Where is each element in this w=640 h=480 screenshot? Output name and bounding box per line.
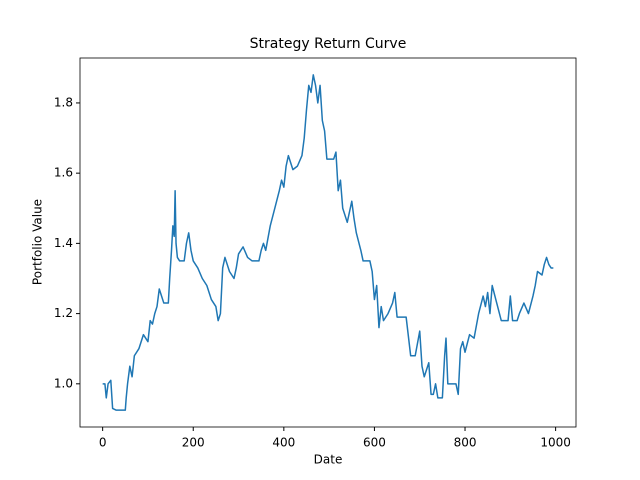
y-tick-label: 1.8 xyxy=(54,95,73,109)
y-tick-label: 1.2 xyxy=(54,306,73,320)
x-tick-label: 200 xyxy=(182,436,205,450)
y-tick-label: 1.6 xyxy=(54,166,73,180)
x-tick-label: 800 xyxy=(454,436,477,450)
chart-title: Strategy Return Curve xyxy=(250,36,407,52)
y-tick-label: 1.0 xyxy=(54,376,73,390)
plot-frame xyxy=(79,57,577,428)
y-axis-label: Portfolio Value xyxy=(31,199,45,285)
x-tick-label: 0 xyxy=(99,436,107,450)
x-axis-label: Date xyxy=(314,453,343,467)
line-series xyxy=(102,74,554,411)
x-tick-label: 400 xyxy=(272,436,295,450)
x-tick-label: 1000 xyxy=(540,436,571,450)
x-tick-label: 600 xyxy=(363,436,386,450)
y-tick-label: 1.4 xyxy=(54,236,73,250)
